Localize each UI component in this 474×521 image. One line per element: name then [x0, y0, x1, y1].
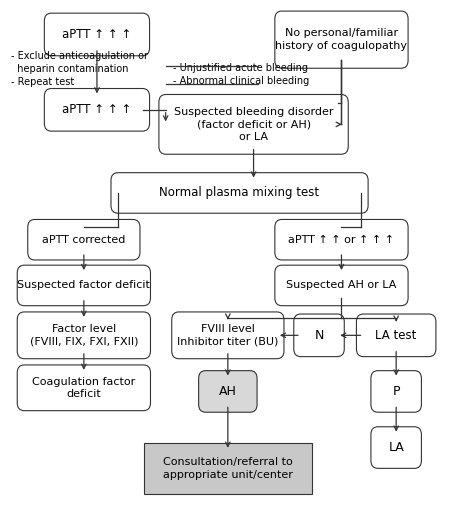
Text: Suspected AH or LA: Suspected AH or LA: [286, 280, 397, 290]
Text: Suspected bleeding disorder
(factor deficit or AH)
or LA: Suspected bleeding disorder (factor defi…: [174, 107, 333, 142]
Text: LA test: LA test: [375, 329, 417, 342]
FancyBboxPatch shape: [371, 370, 421, 412]
Text: LA: LA: [388, 441, 404, 454]
FancyBboxPatch shape: [371, 427, 421, 468]
FancyBboxPatch shape: [172, 312, 284, 358]
Text: - Unjustified acute bleeding
- Abnormal clinical bleeding: - Unjustified acute bleeding - Abnormal …: [173, 63, 310, 86]
FancyBboxPatch shape: [17, 365, 150, 411]
Text: - Exclude anticoagulation or
  heparin contamination
- Repeat test: - Exclude anticoagulation or heparin con…: [11, 51, 148, 88]
FancyBboxPatch shape: [275, 219, 408, 260]
Text: Coagulation factor
deficit: Coagulation factor deficit: [32, 377, 136, 399]
Text: aPTT ↑ ↑ or ↑ ↑ ↑: aPTT ↑ ↑ or ↑ ↑ ↑: [288, 235, 394, 245]
FancyBboxPatch shape: [17, 265, 150, 306]
Text: AH: AH: [219, 385, 237, 398]
Text: aPTT corrected: aPTT corrected: [42, 235, 126, 245]
Text: Normal plasma mixing test: Normal plasma mixing test: [159, 187, 319, 200]
FancyBboxPatch shape: [45, 13, 150, 56]
FancyBboxPatch shape: [28, 219, 140, 260]
FancyBboxPatch shape: [275, 11, 408, 68]
Text: Factor level
(FVIII, FIX, FXI, FXII): Factor level (FVIII, FIX, FXI, FXII): [29, 324, 138, 346]
FancyBboxPatch shape: [159, 94, 348, 154]
Text: Suspected factor deficit: Suspected factor deficit: [18, 280, 150, 290]
FancyBboxPatch shape: [111, 172, 368, 213]
FancyBboxPatch shape: [294, 314, 344, 357]
FancyBboxPatch shape: [17, 312, 150, 358]
FancyBboxPatch shape: [199, 370, 257, 412]
Text: N: N: [314, 329, 324, 342]
Text: aPTT ↑ ↑ ↑: aPTT ↑ ↑ ↑: [62, 103, 132, 116]
Text: P: P: [392, 385, 400, 398]
FancyBboxPatch shape: [275, 265, 408, 306]
Text: No personal/familiar
history of coagulopathy: No personal/familiar history of coagulop…: [275, 29, 408, 51]
FancyBboxPatch shape: [356, 314, 436, 357]
Text: aPTT ↑ ↑ ↑: aPTT ↑ ↑ ↑: [62, 28, 132, 41]
FancyBboxPatch shape: [45, 89, 150, 131]
FancyBboxPatch shape: [144, 443, 312, 494]
Text: Consultation/referral to
appropriate unit/center: Consultation/referral to appropriate uni…: [163, 457, 293, 479]
Text: FVIII level
Inhibitor titer (BU): FVIII level Inhibitor titer (BU): [177, 324, 279, 346]
